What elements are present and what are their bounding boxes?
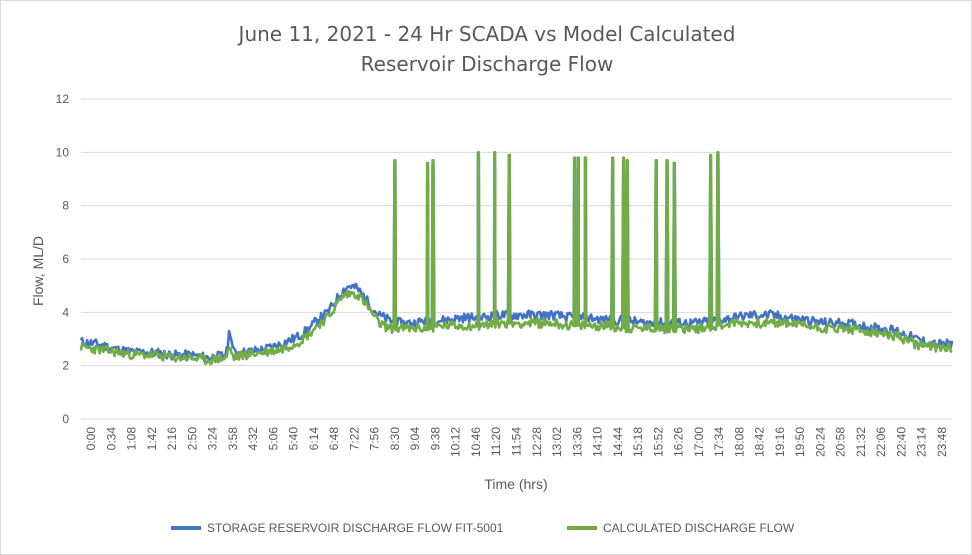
x-tick-label: 5:06 bbox=[266, 427, 280, 451]
gridlines bbox=[81, 98, 952, 420]
x-tick-label: 15:52 bbox=[651, 427, 665, 457]
chart-title: June 11, 2021 - 24 Hr SCADA vs Model Cal… bbox=[237, 22, 736, 46]
x-tick-label: 13:02 bbox=[550, 427, 564, 457]
x-tick-label: 0:34 bbox=[104, 427, 118, 451]
x-tick-label: 10:46 bbox=[469, 427, 483, 457]
x-tick-label: 18:08 bbox=[732, 427, 746, 457]
x-tick-label: 3:58 bbox=[226, 427, 240, 451]
x-tick-label: 15:18 bbox=[631, 427, 645, 457]
legend-label-scada: STORAGE RESERVOIR DISCHARGE FLOW FIT-500… bbox=[207, 521, 504, 535]
x-tick-label: 23:48 bbox=[935, 427, 949, 457]
x-axis-ticks: 0:00 0:34 1:08 1:42 2:16 2:50 3:24 3:58 4:32 5:06… bbox=[84, 427, 949, 457]
x-tick-label: 17:34 bbox=[712, 427, 726, 457]
chart-subtitle: Reservoir Discharge Flow bbox=[361, 52, 614, 76]
x-tick-label: 9:04 bbox=[408, 427, 422, 451]
x-tick-label: 12:28 bbox=[530, 427, 544, 457]
x-tick-label: 23:14 bbox=[915, 427, 929, 457]
y-tick-label: 4 bbox=[62, 305, 69, 319]
x-tick-label: 7:22 bbox=[347, 427, 361, 451]
x-tick-label: 2:50 bbox=[185, 427, 199, 451]
x-tick-label: 8:30 bbox=[388, 427, 402, 451]
x-tick-label: 1:08 bbox=[125, 427, 139, 451]
x-tick-label: 13:36 bbox=[570, 427, 584, 457]
y-tick-label: 2 bbox=[62, 359, 69, 373]
x-tick-label: 20:24 bbox=[813, 427, 827, 457]
x-tick-label: 22:06 bbox=[874, 427, 888, 457]
y-tick-label: 10 bbox=[56, 145, 70, 159]
x-tick-label: 6:14 bbox=[307, 427, 321, 451]
series-line-calculated bbox=[79, 151, 953, 366]
x-tick-label: 10:12 bbox=[449, 427, 463, 457]
legend: STORAGE RESERVOIR DISCHARGE FLOW FIT-500… bbox=[171, 521, 795, 535]
x-tick-label: 19:50 bbox=[793, 427, 807, 457]
x-tick-label: 11:20 bbox=[489, 427, 503, 456]
y-tick-label: 6 bbox=[62, 252, 69, 266]
x-tick-label: 2:16 bbox=[165, 427, 179, 451]
x-tick-label: 14:10 bbox=[591, 427, 605, 457]
x-tick-label: 16:26 bbox=[672, 427, 686, 457]
y-tick-label: 12 bbox=[56, 92, 70, 106]
x-tick-label: 7:56 bbox=[368, 427, 382, 451]
x-tick-label: 19:16 bbox=[773, 427, 787, 457]
y-axis-title: Flow, ML/D bbox=[30, 236, 46, 306]
y-tick-label: 8 bbox=[62, 199, 69, 213]
legend-label-calculated: CALCULATED DISCHARGE FLOW bbox=[603, 521, 795, 535]
x-tick-label: 4:32 bbox=[246, 427, 260, 451]
x-tick-label: 3:24 bbox=[206, 427, 220, 451]
x-tick-label: 0:00 bbox=[84, 427, 98, 451]
x-tick-label: 5:40 bbox=[287, 427, 301, 451]
x-tick-label: 17:00 bbox=[692, 427, 706, 457]
x-axis-title: Time (hrs) bbox=[484, 476, 547, 492]
x-tick-label: 9:38 bbox=[428, 427, 442, 451]
x-tick-label: 22:40 bbox=[894, 427, 908, 457]
x-tick-label: 14:44 bbox=[611, 427, 625, 457]
series-group bbox=[79, 151, 954, 366]
x-tick-label: 1:42 bbox=[145, 427, 159, 451]
x-tick-label: 18:42 bbox=[753, 427, 767, 457]
x-tick-label: 20:58 bbox=[834, 427, 848, 457]
x-tick-label: 6:48 bbox=[327, 427, 341, 451]
y-tick-label: 0 bbox=[62, 412, 69, 426]
x-tick-label: 21:32 bbox=[854, 427, 868, 457]
x-tick-label: 11:54 bbox=[510, 427, 524, 456]
y-axis-ticks: 0 2 4 6 8 10 12 bbox=[56, 92, 70, 426]
